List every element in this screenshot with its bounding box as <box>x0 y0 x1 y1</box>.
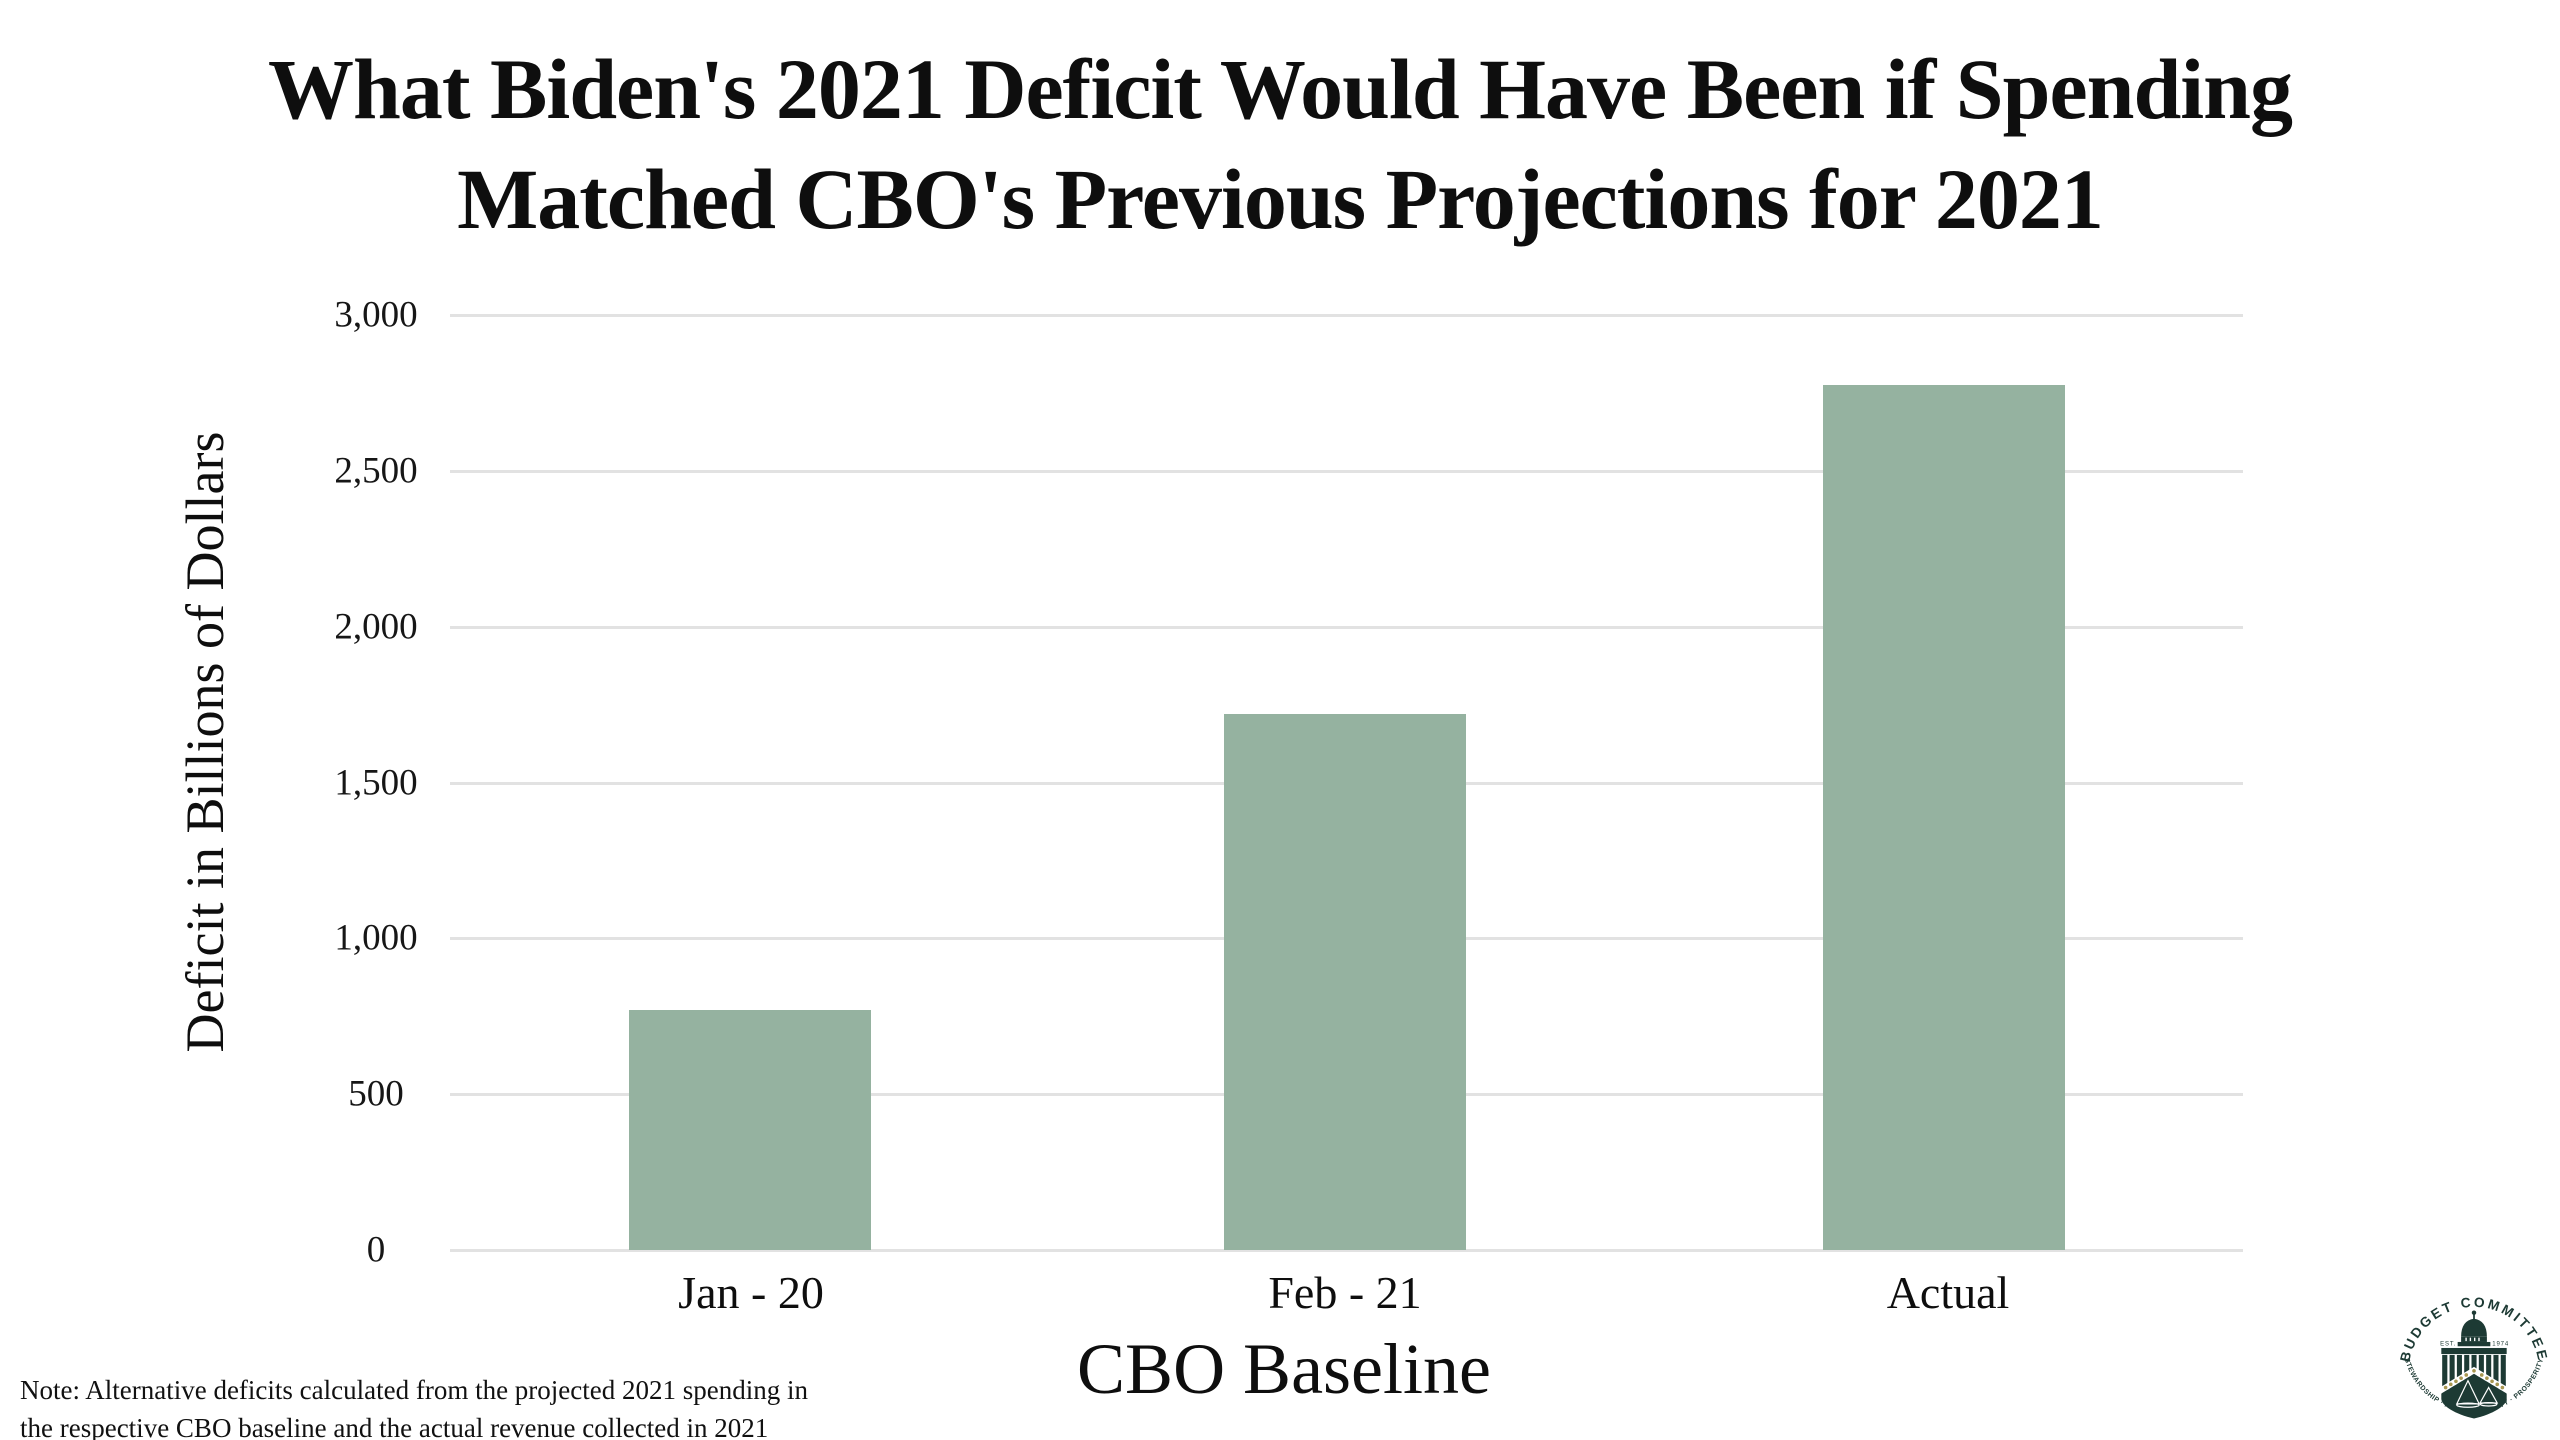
y-axis-title: Deficit in Billions of Dollars <box>175 431 235 1053</box>
bar-actual <box>1823 385 2065 1250</box>
x-label-jan-20: Jan - 20 <box>678 1267 824 1318</box>
y-tick-2000: 2,000 <box>334 606 418 648</box>
footnote-line2: the respective CBO baseline and the actu… <box>20 1412 769 1440</box>
budget-committee-seal-logo: BUDGET COMMITTEE · STEWARDSHIP · ACCOUNT… <box>2388 1268 2560 1440</box>
gridline-2500 <box>450 469 2243 473</box>
plot-area <box>450 314 2243 1252</box>
x-axis-title: CBO Baseline <box>1077 1329 1491 1409</box>
footnote: Note: Alternative deficits calculated fr… <box>20 1372 808 1440</box>
chart-title-line1: What Biden's 2021 Deficit Would Have Bee… <box>267 41 2293 137</box>
y-tick-500: 500 <box>348 1073 404 1115</box>
capitol-dome-icon <box>2457 1310 2491 1347</box>
x-axis-tick-labels: Jan - 20 Feb - 21 Actual <box>450 1266 2243 1336</box>
shield-bottom-icon <box>2441 1373 2507 1419</box>
seal-est-text: EST. <box>2440 1341 2456 1347</box>
gridline-2000 <box>450 625 2243 629</box>
bar-feb-21 <box>1224 713 1466 1250</box>
x-label-actual: Actual <box>1886 1267 2010 1318</box>
footnote-line1: Note: Alternative deficits calculated fr… <box>20 1375 808 1405</box>
y-tick-2500: 2,500 <box>334 450 418 492</box>
scales-icon <box>2455 1379 2499 1408</box>
y-axis-tick-labels: 3,000 2,500 2,000 1,500 1,000 500 0 <box>318 295 434 1271</box>
seal-year-text: 1974 <box>2492 1341 2509 1347</box>
gridline-3000 <box>450 314 2243 317</box>
x-label-feb-21: Feb - 21 <box>1268 1267 1422 1318</box>
chart-title: What Biden's 2021 Deficit Would Have Bee… <box>0 34 2560 254</box>
y-tick-1500: 1,500 <box>334 762 418 803</box>
chart-title-line2: Matched CBO's Previous Projections for 2… <box>457 151 2104 248</box>
gridline-0 <box>450 1249 2243 1252</box>
star-chevron-icon <box>2441 1366 2507 1394</box>
bar-jan-20 <box>629 1010 871 1250</box>
y-tick-0: 0 <box>366 1229 386 1271</box>
y-tick-3000: 3,000 <box>334 294 418 336</box>
y-tick-1000: 1,000 <box>334 917 418 959</box>
